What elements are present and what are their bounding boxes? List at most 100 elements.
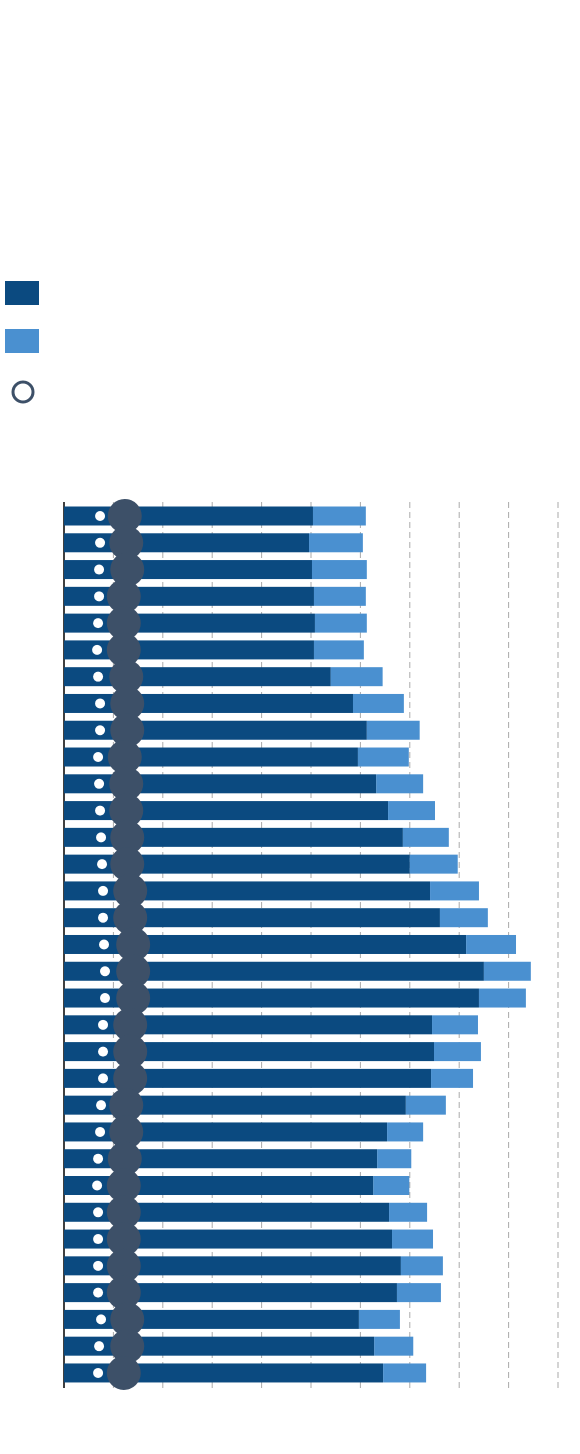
dot [98, 1019, 109, 1030]
bar-segment [388, 801, 435, 821]
bar-segment [64, 1202, 390, 1222]
legend-swatch [5, 281, 39, 305]
dot [98, 912, 109, 923]
marker [107, 1141, 142, 1176]
bar-segment [400, 1256, 443, 1276]
marker [116, 927, 151, 962]
marker [110, 686, 145, 721]
bar-segment [402, 827, 449, 847]
dot [95, 511, 106, 521]
marker [106, 1222, 141, 1257]
dot [93, 752, 104, 763]
dot [93, 671, 104, 682]
marker [110, 552, 145, 587]
dot [100, 966, 111, 977]
bar-segment [314, 613, 367, 633]
dot [94, 1341, 105, 1352]
dot [97, 859, 108, 870]
dot [95, 1126, 106, 1137]
dot [100, 993, 111, 1004]
bar-segment [389, 1202, 428, 1222]
bar-segment [64, 1015, 433, 1035]
bar-segment [311, 560, 367, 580]
bar-segment [313, 586, 366, 606]
marker [106, 606, 141, 641]
dot [99, 939, 110, 950]
bar-segment [374, 1336, 414, 1356]
bar-segment [64, 827, 403, 847]
bar-segment [483, 961, 531, 981]
bar-segment [432, 1015, 478, 1035]
bar-segment [309, 533, 363, 553]
bar-segment [64, 1256, 401, 1276]
bar-segment [396, 1283, 441, 1303]
bar-segment [64, 881, 431, 901]
marker [106, 1355, 141, 1390]
dot [92, 1180, 103, 1191]
marker [109, 525, 144, 560]
bar-segment [357, 747, 409, 767]
bar-segment [466, 934, 517, 954]
bar-segment [330, 667, 383, 687]
marker [109, 766, 144, 801]
dot [98, 1046, 109, 1057]
marker [106, 632, 141, 667]
marker [109, 1088, 144, 1123]
marker [107, 740, 142, 775]
marker [109, 793, 144, 828]
marker [106, 1195, 141, 1230]
dot [93, 1207, 104, 1218]
dot [93, 1153, 104, 1164]
marker [106, 1248, 141, 1283]
marker [110, 1329, 145, 1364]
bar-segment [64, 667, 331, 687]
bar-segment [383, 1363, 427, 1383]
bar-segment [430, 881, 479, 901]
marker [110, 713, 145, 748]
dot [93, 618, 104, 629]
marker [113, 1007, 148, 1042]
bar-segment [64, 1176, 374, 1195]
bar-segment [64, 988, 479, 1008]
bar-segment [313, 640, 364, 660]
dot [95, 805, 106, 816]
bar-segment [64, 801, 389, 821]
legend-swatch [5, 329, 39, 353]
bar-segment [64, 720, 367, 740]
bar-segment [478, 988, 526, 1008]
bar-segment [409, 854, 458, 874]
marker [116, 981, 151, 1016]
bar-segment [64, 1042, 435, 1062]
dot [95, 537, 106, 548]
dot [94, 564, 105, 575]
marker [106, 1275, 141, 1310]
marker [113, 900, 148, 935]
bar-segment [64, 693, 353, 713]
bar-segment [64, 1283, 397, 1303]
bar-segment [352, 693, 404, 713]
dot [98, 1073, 109, 1084]
bar-segment [64, 1229, 393, 1249]
marker [113, 1061, 148, 1096]
dot [95, 725, 106, 736]
bar-segment [64, 1095, 406, 1115]
dot [96, 832, 107, 843]
dot [93, 1287, 104, 1298]
bar-segment [64, 1122, 388, 1142]
bar-segment [358, 1309, 400, 1329]
bar-segment [376, 774, 424, 794]
dot [92, 644, 103, 655]
marker [110, 1302, 145, 1337]
bar-segment [64, 1068, 432, 1088]
bar-segment [373, 1176, 410, 1195]
bar-segment [64, 1363, 384, 1383]
bar-segment [405, 1095, 446, 1115]
bar-segment [64, 1309, 359, 1329]
bar-segment [64, 934, 467, 954]
bar-segment [64, 1149, 378, 1169]
marker [109, 659, 144, 694]
bar-segment [387, 1122, 424, 1142]
marker [116, 954, 151, 989]
bar-segment [377, 1149, 412, 1169]
